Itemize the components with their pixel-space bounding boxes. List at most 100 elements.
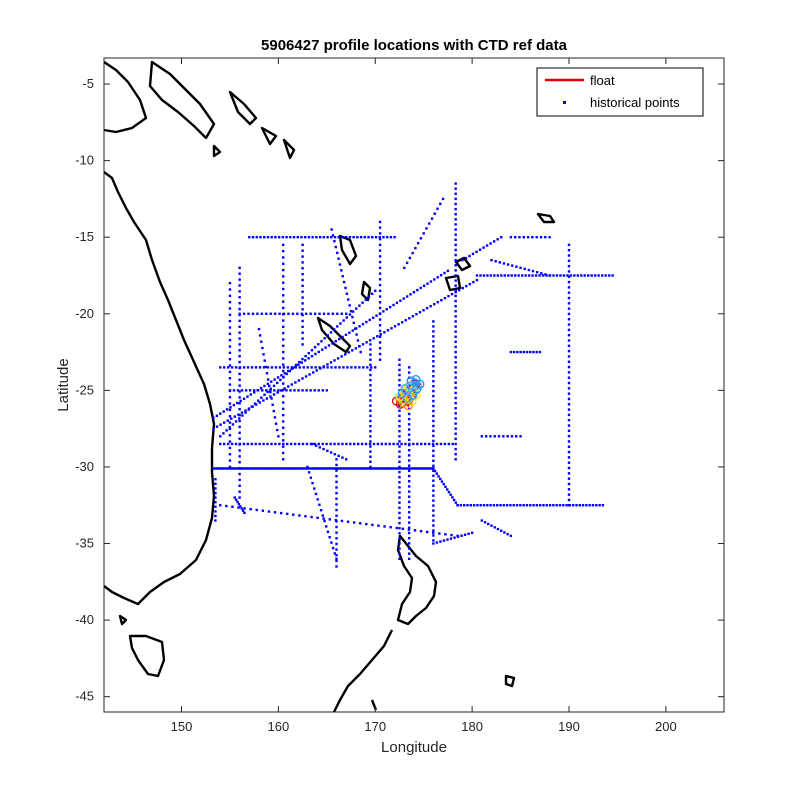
historical-point	[225, 408, 229, 411]
historical-point	[567, 360, 571, 363]
historical-point	[468, 282, 472, 286]
historical-point	[425, 306, 429, 310]
historical-point	[356, 235, 359, 239]
historical-point	[527, 268, 531, 272]
historical-point	[432, 489, 435, 492]
historical-point	[310, 467, 313, 470]
historical-point	[329, 331, 333, 334]
historical-point	[315, 467, 319, 470]
historical-point	[238, 496, 241, 499]
historical-point	[214, 510, 217, 513]
historical-point	[260, 396, 263, 399]
historical-point	[432, 539, 435, 542]
historical-point	[411, 315, 415, 318]
historical-point	[432, 469, 435, 472]
historical-point	[386, 329, 390, 332]
historical-point	[228, 281, 232, 285]
historical-point	[257, 327, 261, 331]
historical-point	[330, 467, 333, 470]
historical-point	[296, 235, 299, 239]
historical-point	[402, 297, 405, 300]
historical-point	[256, 389, 260, 392]
historical-point	[255, 508, 258, 512]
historical-point	[337, 467, 341, 470]
historical-point	[567, 376, 571, 379]
historical-point	[418, 311, 422, 314]
historical-point	[282, 442, 285, 446]
historical-point	[502, 262, 506, 265]
historical-point	[517, 274, 520, 277]
historical-point	[398, 450, 401, 453]
historical-point	[351, 315, 354, 319]
historical-point	[513, 235, 517, 239]
historical-point	[333, 452, 337, 456]
historical-point	[439, 540, 442, 543]
historical-point	[326, 334, 330, 337]
historical-point	[432, 350, 435, 353]
historical-point	[238, 360, 241, 364]
historical-point	[378, 272, 382, 275]
historical-point	[432, 365, 435, 368]
historical-point	[274, 235, 277, 239]
historical-point	[301, 296, 304, 299]
historical-point	[411, 251, 414, 255]
historical-point	[454, 290, 457, 294]
historical-point	[383, 331, 386, 334]
historical-point	[317, 442, 320, 446]
historical-point	[489, 435, 492, 438]
historical-point	[238, 478, 241, 482]
historical-point	[335, 503, 338, 506]
historical-point	[567, 397, 571, 401]
float-point	[397, 388, 408, 399]
historical-point	[238, 472, 241, 476]
historical-point	[282, 287, 285, 291]
historical-point	[351, 329, 354, 332]
historical-point	[594, 274, 597, 277]
historical-point	[238, 284, 241, 287]
historical-point	[432, 419, 435, 423]
historical-point	[432, 325, 435, 328]
historical-point	[342, 366, 345, 369]
historical-point	[433, 302, 436, 306]
historical-point	[359, 522, 362, 525]
historical-point	[432, 542, 435, 545]
historical-point	[398, 532, 401, 535]
historical-point	[290, 366, 293, 369]
historical-point	[341, 456, 344, 459]
historical-point	[378, 358, 382, 361]
historical-point	[433, 212, 436, 215]
historical-point	[432, 429, 435, 433]
historical-point	[548, 235, 551, 239]
historical-point	[246, 395, 249, 398]
historical-point	[390, 327, 393, 330]
historical-point	[412, 442, 415, 446]
historical-point	[238, 431, 241, 434]
historical-point	[531, 269, 535, 273]
historical-point	[238, 437, 241, 440]
historical-point	[378, 278, 382, 281]
historical-point	[376, 467, 380, 470]
historical-point	[358, 325, 361, 328]
historical-point	[301, 313, 304, 317]
historical-point	[232, 403, 236, 407]
historical-point	[432, 439, 435, 443]
historical-point	[499, 504, 502, 507]
historical-point	[311, 481, 314, 485]
historical-point	[454, 284, 457, 287]
historical-point	[378, 312, 382, 315]
historical-point	[301, 308, 304, 311]
historical-point	[261, 509, 265, 512]
historical-point	[446, 538, 449, 541]
historical-point	[496, 527, 500, 531]
historical-point	[567, 344, 571, 348]
historical-point	[269, 395, 272, 398]
historical-point	[378, 306, 382, 310]
historical-point	[369, 440, 372, 443]
historical-point	[293, 389, 296, 392]
historical-point	[264, 365, 268, 369]
historical-point	[230, 467, 234, 470]
historical-point	[261, 389, 264, 392]
historical-point	[567, 365, 571, 369]
historical-point	[601, 504, 605, 507]
historical-point	[287, 369, 290, 373]
